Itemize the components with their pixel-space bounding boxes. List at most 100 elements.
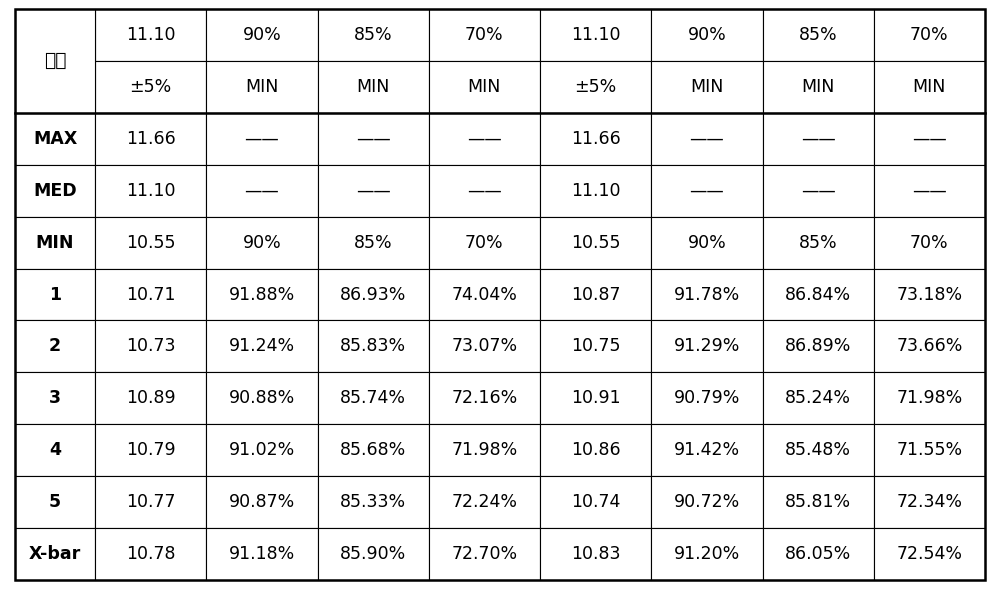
Text: ——: —— — [801, 181, 836, 200]
Text: 85.68%: 85.68% — [340, 441, 406, 459]
Bar — [206, 217, 318, 269]
Text: 91.18%: 91.18% — [229, 545, 295, 563]
Text: 11.66: 11.66 — [126, 130, 176, 148]
Text: ——: —— — [912, 130, 947, 148]
Text: 85.74%: 85.74% — [340, 389, 406, 408]
Text: 10.78: 10.78 — [126, 545, 175, 563]
Bar — [318, 9, 429, 61]
Bar — [540, 424, 651, 477]
Bar — [206, 61, 318, 112]
Bar — [318, 165, 429, 217]
Bar — [874, 372, 985, 424]
Text: 3: 3 — [49, 389, 61, 408]
Text: MIN: MIN — [690, 78, 724, 96]
Bar — [318, 320, 429, 372]
Bar — [206, 477, 318, 528]
Bar — [206, 9, 318, 61]
Bar — [318, 372, 429, 424]
Text: 91.88%: 91.88% — [229, 286, 295, 303]
Bar — [874, 477, 985, 528]
Bar — [15, 320, 95, 372]
Text: 90%: 90% — [243, 26, 281, 44]
Text: 72.54%: 72.54% — [896, 545, 962, 563]
Bar — [318, 528, 429, 580]
Bar — [429, 269, 540, 320]
Bar — [874, 9, 985, 61]
Bar — [206, 424, 318, 477]
Text: MIN: MIN — [913, 78, 946, 96]
Text: 73.07%: 73.07% — [451, 337, 517, 355]
Text: 72.24%: 72.24% — [451, 493, 517, 511]
Text: 90.87%: 90.87% — [229, 493, 295, 511]
Text: MIN: MIN — [36, 234, 74, 252]
Bar — [651, 112, 763, 165]
Bar — [540, 165, 651, 217]
Text: 11.10: 11.10 — [571, 181, 620, 200]
Bar — [15, 217, 95, 269]
Text: 71.98%: 71.98% — [896, 389, 963, 408]
Bar — [540, 61, 651, 112]
Bar — [651, 269, 763, 320]
Text: 85.48%: 85.48% — [785, 441, 851, 459]
Bar — [540, 9, 651, 61]
Bar — [763, 528, 874, 580]
Text: 85%: 85% — [799, 26, 837, 44]
Bar — [15, 424, 95, 477]
Bar — [206, 165, 318, 217]
Text: 10.75: 10.75 — [571, 337, 620, 355]
Bar — [651, 528, 763, 580]
Text: 规格: 规格 — [44, 51, 66, 70]
Text: 10.55: 10.55 — [126, 234, 175, 252]
Bar — [874, 528, 985, 580]
Text: X-bar: X-bar — [29, 545, 81, 563]
Bar — [15, 528, 95, 580]
Text: ——: —— — [690, 130, 724, 148]
Text: 90.72%: 90.72% — [674, 493, 740, 511]
Bar — [429, 217, 540, 269]
Text: 90.79%: 90.79% — [674, 389, 740, 408]
Bar — [651, 61, 763, 112]
Bar — [429, 165, 540, 217]
Bar — [540, 477, 651, 528]
Text: ——: —— — [467, 130, 502, 148]
Bar — [651, 320, 763, 372]
Bar — [429, 528, 540, 580]
Bar — [874, 165, 985, 217]
Bar — [206, 528, 318, 580]
Bar — [540, 269, 651, 320]
Bar — [429, 372, 540, 424]
Bar — [874, 112, 985, 165]
Text: 10.55: 10.55 — [571, 234, 620, 252]
Bar — [540, 320, 651, 372]
Text: ——: —— — [690, 181, 724, 200]
Bar — [318, 477, 429, 528]
Bar — [874, 320, 985, 372]
Bar — [651, 217, 763, 269]
Text: 10.79: 10.79 — [126, 441, 175, 459]
Text: 91.78%: 91.78% — [674, 286, 740, 303]
Text: 85.90%: 85.90% — [340, 545, 406, 563]
Bar — [540, 528, 651, 580]
Text: MAX: MAX — [33, 130, 77, 148]
Text: 70%: 70% — [465, 26, 504, 44]
Text: 91.24%: 91.24% — [229, 337, 295, 355]
Text: 71.98%: 71.98% — [451, 441, 518, 459]
Bar — [318, 112, 429, 165]
Text: 90.88%: 90.88% — [229, 389, 295, 408]
Text: 10.71: 10.71 — [126, 286, 175, 303]
Text: 90%: 90% — [243, 234, 281, 252]
Bar — [763, 61, 874, 112]
Text: ——: —— — [245, 181, 279, 200]
Bar — [95, 477, 206, 528]
Text: 72.70%: 72.70% — [451, 545, 517, 563]
Bar — [15, 112, 95, 165]
Bar — [15, 477, 95, 528]
Bar — [95, 217, 206, 269]
Text: ——: —— — [801, 130, 836, 148]
Text: 85.81%: 85.81% — [785, 493, 851, 511]
Bar — [874, 269, 985, 320]
Bar — [15, 165, 95, 217]
Bar — [651, 424, 763, 477]
Bar — [540, 112, 651, 165]
Text: 10.89: 10.89 — [126, 389, 175, 408]
